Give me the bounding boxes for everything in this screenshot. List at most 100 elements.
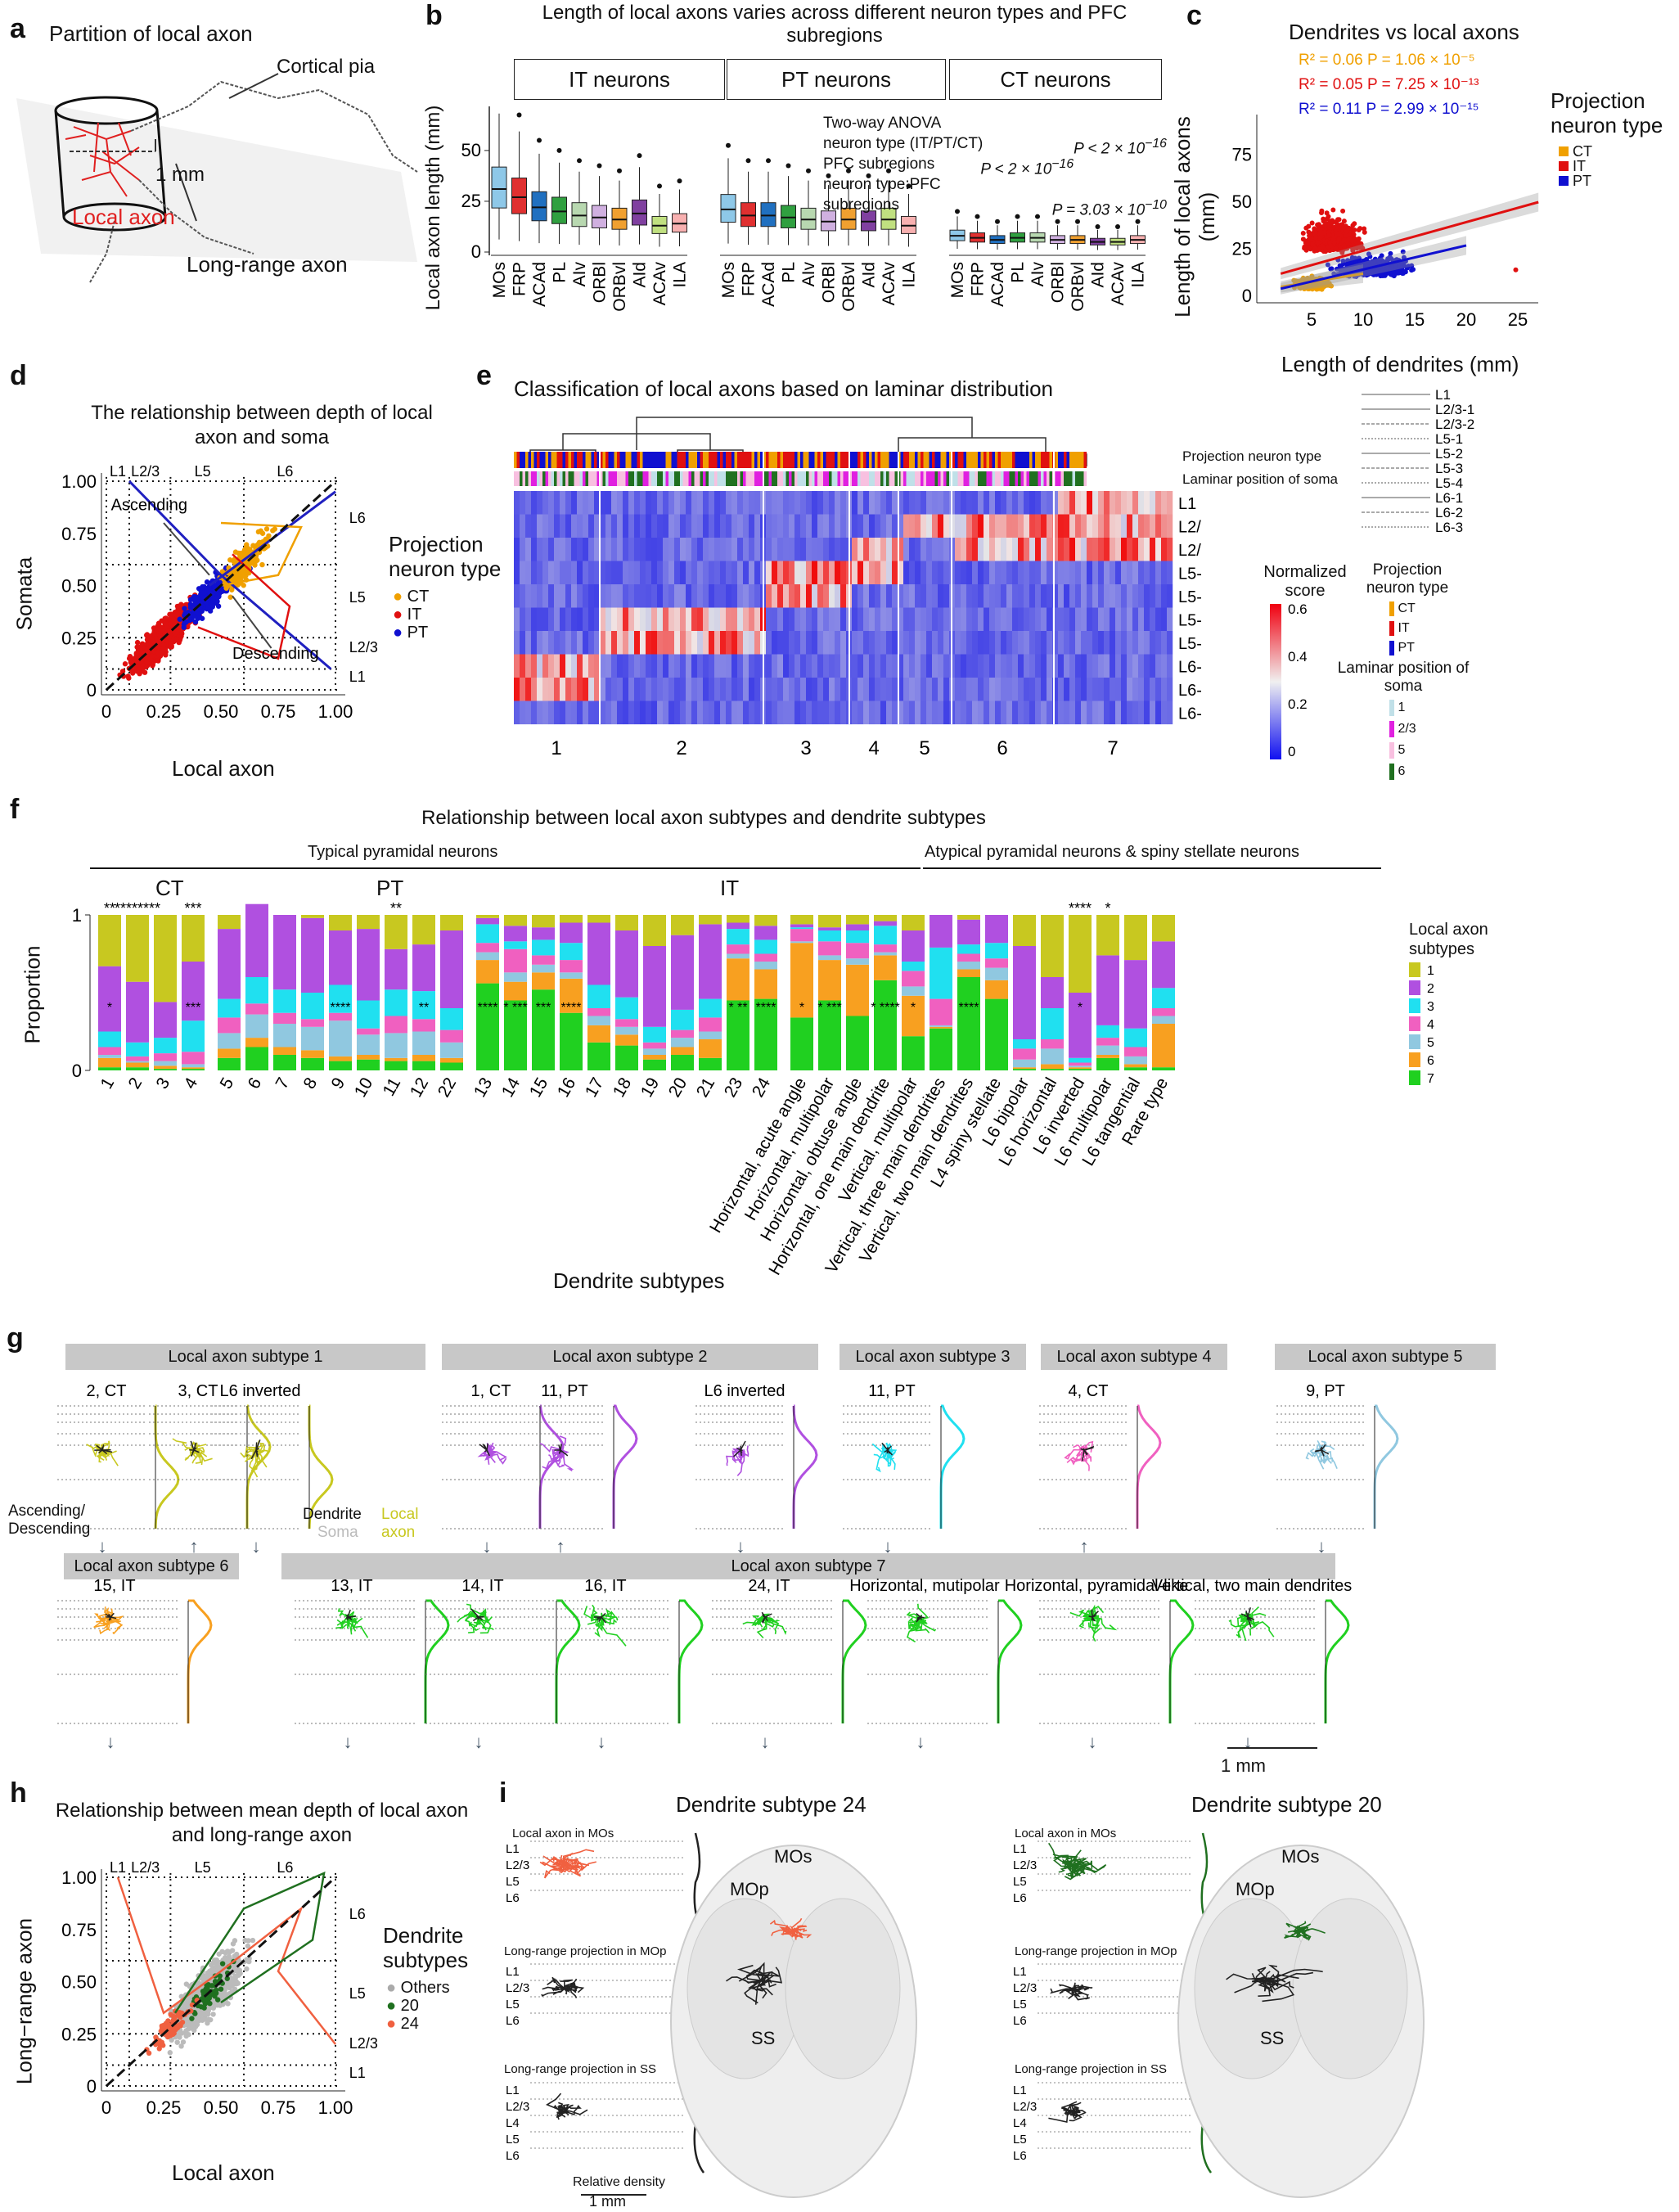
f-inner-star: *** (186, 1001, 201, 1015)
f-bar-seg-7 (154, 1069, 177, 1070)
f-inner-star: **** (478, 1001, 498, 1015)
e-cell (686, 701, 692, 725)
f-bar-seg-7 (504, 1000, 527, 1070)
e-cell (1115, 561, 1122, 585)
e-annot-proj (700, 452, 704, 468)
e-cell (749, 514, 755, 538)
e-annot-proj (594, 452, 597, 468)
e-cell (1001, 654, 1007, 678)
e-cell (1161, 538, 1168, 561)
e-cell (1029, 607, 1036, 632)
e-annot-proj (892, 452, 895, 468)
e-annot-lam (1038, 471, 1042, 486)
e-cell (703, 631, 709, 655)
e-cell (800, 701, 807, 725)
e-cell (663, 514, 669, 538)
e-cell (554, 701, 560, 725)
e-annot-lam (1018, 471, 1021, 486)
e-annot-lam (605, 471, 609, 486)
e-cell (800, 654, 807, 678)
e-cell (823, 584, 830, 608)
e-cell (995, 538, 1002, 561)
e-cell (898, 561, 904, 585)
e-cell (1035, 491, 1042, 515)
e-annot-proj (588, 452, 592, 468)
c-ytick: 75 (1232, 145, 1252, 165)
b-outlier (1095, 223, 1101, 229)
e-cell (938, 654, 944, 678)
e-annot-lam (1015, 471, 1019, 486)
e-cell (686, 538, 692, 561)
e-cell (972, 584, 979, 608)
c-point-IT (1312, 226, 1317, 232)
c-point-CT (1300, 275, 1306, 281)
panel-b-p-1: P < 2 × 10 (980, 160, 1052, 178)
e-cell (829, 607, 835, 632)
e-annot-proj (728, 452, 732, 468)
e-annot-proj (943, 452, 947, 468)
e-cell (892, 678, 898, 701)
e-cell (680, 654, 686, 678)
e-cell (565, 631, 572, 655)
e-annot-lam (966, 471, 970, 486)
b-outlier (657, 183, 662, 189)
panel-b-ylabel: Local axon length (mm) (422, 105, 444, 311)
e-annot-lam (588, 471, 592, 486)
e-cell (880, 561, 887, 585)
e-cell (731, 514, 738, 538)
c-trend-PT (1280, 244, 1467, 291)
f-bar-seg-6 (643, 1055, 666, 1060)
e-cell (542, 678, 549, 701)
e-cell (640, 678, 646, 701)
b-outlier (1035, 214, 1040, 219)
e-cell (1155, 538, 1162, 561)
e-cell (577, 631, 583, 655)
e-cell (651, 514, 658, 538)
e-cell (1052, 538, 1059, 561)
b-outlier (1055, 218, 1060, 224)
e-annot-proj (571, 452, 574, 468)
e-cell (806, 631, 812, 655)
e-legend-label: L1 (1435, 387, 1451, 403)
e-cell (1092, 631, 1099, 655)
e-cell (863, 538, 870, 561)
e-cell (943, 631, 950, 655)
e-cell (697, 678, 704, 701)
d-ytick: 0 (87, 680, 97, 701)
e-cell (794, 538, 801, 561)
b-xtick: AId (860, 262, 879, 288)
e-annot-lam (980, 471, 984, 486)
e-annot-proj (631, 452, 635, 468)
e-cell (565, 514, 572, 538)
e-cell (766, 584, 772, 608)
b-xtick: PL (780, 262, 799, 283)
f-bar-seg-4 (440, 1029, 463, 1043)
e-cell (984, 514, 990, 538)
e-cell (984, 561, 990, 585)
e-cell (720, 607, 727, 632)
e-cell (720, 701, 727, 725)
e-cell (978, 678, 984, 701)
c-point-IT (1351, 245, 1357, 250)
e-cell (1012, 701, 1019, 725)
e-cell (966, 491, 973, 515)
e-annot-lam (760, 471, 763, 486)
e-cell (789, 538, 795, 561)
d-point (134, 669, 140, 674)
e-cell (571, 607, 578, 632)
e-cell (921, 491, 927, 515)
e-cell (1155, 678, 1162, 701)
e-annot-lam (554, 471, 557, 486)
e-cell (697, 607, 704, 632)
e-cell (898, 678, 904, 701)
e-cell (961, 538, 967, 561)
e-cell (600, 538, 606, 561)
e-cell (514, 654, 520, 678)
e-annot-proj (734, 452, 738, 468)
e-annot-lam (1069, 471, 1073, 486)
e-cell (806, 514, 812, 538)
e-cell (634, 561, 641, 585)
e-cell (686, 631, 692, 655)
f-bar-seg-5 (476, 952, 499, 961)
c-point-PT (1402, 268, 1408, 274)
